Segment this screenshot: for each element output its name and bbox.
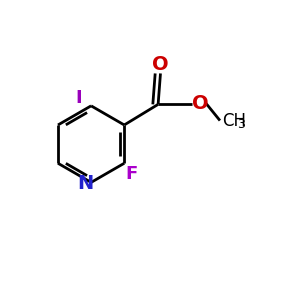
Text: O: O (152, 55, 169, 74)
Text: N: N (78, 174, 94, 193)
Text: F: F (125, 165, 138, 183)
Text: 3: 3 (237, 118, 244, 131)
Text: I: I (75, 88, 82, 106)
Text: CH: CH (222, 112, 246, 130)
Text: O: O (192, 94, 208, 113)
